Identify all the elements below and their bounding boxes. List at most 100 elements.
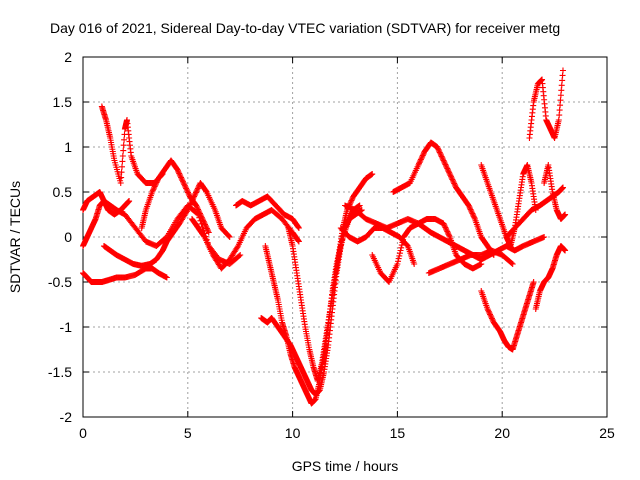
data-point bbox=[400, 236, 407, 243]
data-point bbox=[444, 166, 451, 173]
data-point bbox=[118, 174, 125, 181]
series-track-k bbox=[285, 171, 376, 384]
data-point bbox=[347, 198, 354, 205]
data-point bbox=[398, 242, 405, 249]
data-point bbox=[358, 207, 365, 213]
data-point bbox=[451, 181, 458, 188]
data-point bbox=[440, 220, 447, 227]
data-point bbox=[469, 210, 476, 217]
data-point bbox=[442, 224, 449, 231]
data-point bbox=[394, 261, 401, 267]
data-point bbox=[234, 244, 241, 251]
data-point bbox=[443, 225, 450, 232]
data-point bbox=[440, 157, 447, 164]
data-point bbox=[197, 211, 204, 218]
data-point bbox=[470, 213, 477, 220]
x-tick-label: 0 bbox=[79, 425, 87, 441]
data-point bbox=[395, 258, 402, 265]
data-point bbox=[226, 234, 233, 240]
data-point bbox=[178, 175, 185, 182]
data-point bbox=[118, 169, 125, 176]
data-point bbox=[187, 201, 194, 208]
data-point bbox=[119, 158, 126, 165]
data-point bbox=[185, 189, 192, 196]
data-point bbox=[348, 197, 355, 204]
data-point bbox=[466, 205, 473, 212]
data-point bbox=[446, 171, 453, 177]
data-point bbox=[399, 239, 406, 246]
data-point bbox=[120, 142, 127, 149]
chart-title: Day 016 of 2021, Sidereal Day-to-day VTE… bbox=[50, 20, 560, 36]
data-point bbox=[201, 221, 208, 228]
data-point bbox=[194, 205, 201, 212]
data-point bbox=[419, 152, 426, 159]
data-point bbox=[478, 261, 485, 267]
data-point bbox=[470, 211, 477, 218]
data-point bbox=[418, 155, 425, 162]
data-point bbox=[150, 186, 157, 193]
data-point bbox=[196, 210, 203, 217]
data-point bbox=[489, 316, 496, 323]
data-point bbox=[419, 153, 426, 160]
x-tick-label: 15 bbox=[390, 425, 406, 441]
data-point bbox=[487, 311, 494, 318]
series-track-o bbox=[390, 139, 497, 258]
data-point bbox=[195, 206, 202, 213]
data-point bbox=[559, 67, 566, 74]
data-point bbox=[204, 226, 211, 233]
x-tick-label: 20 bbox=[494, 425, 510, 441]
x-axis-label: GPS time / hours bbox=[292, 458, 399, 474]
data-point bbox=[200, 217, 207, 224]
data-point bbox=[435, 146, 442, 153]
data-point bbox=[179, 178, 186, 185]
x-tick-label: 5 bbox=[184, 425, 192, 441]
data-point bbox=[484, 306, 491, 312]
data-point bbox=[181, 181, 188, 188]
data-point bbox=[151, 183, 158, 190]
data-point bbox=[153, 179, 160, 186]
data-point bbox=[237, 252, 244, 258]
series-track-v bbox=[541, 162, 569, 222]
data-point bbox=[488, 315, 495, 322]
series-track-t bbox=[526, 67, 566, 141]
series-track-d bbox=[98, 103, 166, 186]
data-point bbox=[174, 166, 181, 173]
series-track-p bbox=[425, 247, 516, 276]
data-point bbox=[415, 160, 422, 167]
data-point bbox=[152, 180, 159, 187]
data-point bbox=[163, 274, 170, 281]
y-tick-label: -0.5 bbox=[48, 274, 72, 290]
y-tick-label: 2 bbox=[64, 49, 72, 65]
data-point bbox=[185, 190, 192, 197]
data-point bbox=[195, 207, 202, 214]
data-point bbox=[417, 156, 424, 163]
data-point bbox=[471, 214, 478, 221]
data-point bbox=[196, 209, 203, 216]
data-point bbox=[485, 307, 492, 314]
series-track-h bbox=[233, 193, 302, 231]
data-point bbox=[295, 237, 302, 244]
data-point bbox=[194, 185, 201, 192]
data-point bbox=[201, 220, 208, 227]
data-point bbox=[178, 174, 185, 181]
data-point bbox=[420, 151, 427, 158]
data-point bbox=[448, 173, 455, 180]
y-tick-label: -1.5 bbox=[48, 364, 72, 380]
data-point bbox=[562, 247, 569, 254]
data-point bbox=[203, 225, 210, 232]
data-point bbox=[446, 169, 453, 176]
series-track-m bbox=[337, 225, 418, 267]
data-point bbox=[441, 223, 448, 230]
data-point bbox=[411, 261, 418, 267]
data-point bbox=[186, 204, 193, 211]
data-point bbox=[183, 185, 190, 192]
data-point bbox=[199, 216, 206, 222]
data-point bbox=[236, 252, 243, 259]
data-point bbox=[176, 171, 183, 178]
data-point bbox=[177, 173, 184, 180]
data-point bbox=[436, 149, 443, 156]
series-track-g bbox=[188, 207, 302, 272]
data-point bbox=[180, 180, 187, 186]
data-point bbox=[182, 184, 189, 191]
